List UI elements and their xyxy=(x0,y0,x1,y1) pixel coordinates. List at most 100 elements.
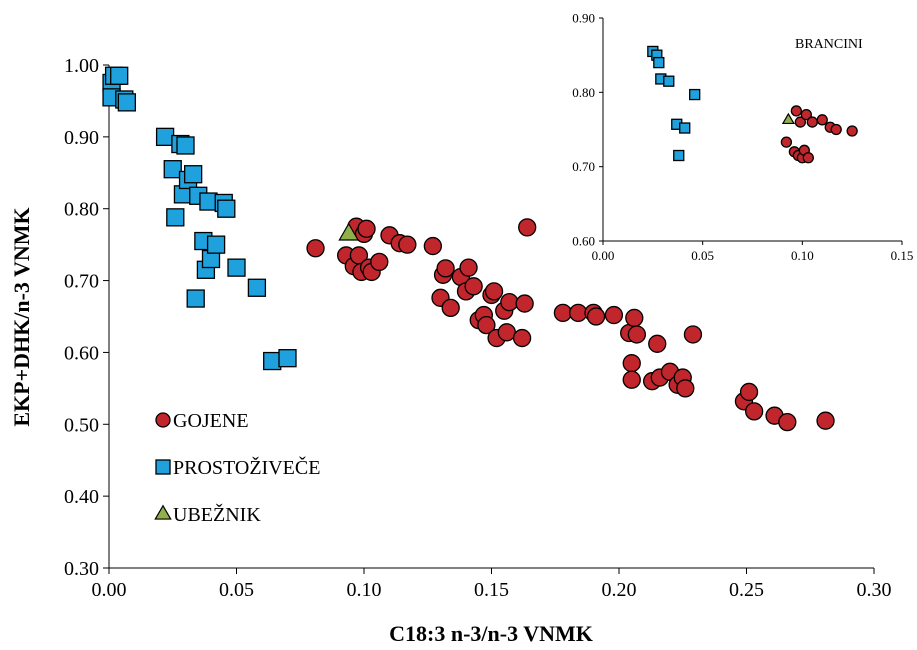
legend: GOJENE PROSTOŽIVEČE UBEŽNIK xyxy=(154,410,320,526)
data-point xyxy=(778,412,797,432)
y-tick-label: 0.60 xyxy=(64,342,99,364)
x-tick-label: 0.20 xyxy=(602,579,637,601)
inset-data-point xyxy=(800,108,812,121)
data-point xyxy=(739,382,759,402)
data-point xyxy=(604,305,624,325)
data-point xyxy=(622,354,641,373)
data-point xyxy=(370,252,389,272)
data-point xyxy=(512,328,532,348)
legend-label: PROSTOŽIVEČE xyxy=(173,455,320,479)
data-point xyxy=(183,165,203,184)
inset-plot: 0.00 0.05 0.10 0.15 0.60 0.70 0.80 0.90 BRANCINI xyxy=(572,11,913,263)
inset-x-tick-label: 0.15 xyxy=(891,248,914,263)
data-point xyxy=(436,259,455,278)
x-tick-label: 0.25 xyxy=(729,579,764,601)
inset-data-point xyxy=(673,149,685,162)
inset-data-point xyxy=(846,125,858,137)
x-axis-label: C18:3 n-3/n-3 VNMK xyxy=(389,621,593,646)
data-point xyxy=(816,411,835,430)
data-point xyxy=(625,308,644,328)
inset-x-tick-label: 0.10 xyxy=(791,248,814,263)
y-tick-label: 0.90 xyxy=(64,127,99,149)
y-tick-label: 0.30 xyxy=(64,558,99,580)
x-tick-label: 0.30 xyxy=(857,579,892,601)
inset-y-tick-label: 0.90 xyxy=(572,11,595,26)
data-point xyxy=(648,334,667,353)
inset-data-point xyxy=(816,114,828,126)
x-tick-label: 0.05 xyxy=(219,579,254,601)
data-point xyxy=(227,258,246,277)
inset-data-point xyxy=(830,123,842,136)
x-tick-label: 0.00 xyxy=(92,579,127,601)
data-point xyxy=(459,258,478,277)
inset-series-triangle xyxy=(781,112,795,125)
y-tick-label: 0.40 xyxy=(64,486,99,508)
y-tick-label: 0.80 xyxy=(64,199,99,221)
data-point xyxy=(586,307,606,326)
inset-data-point xyxy=(781,112,795,125)
data-point xyxy=(176,136,195,155)
legend-label: GOJENE xyxy=(173,410,249,432)
inset-y-tick-label: 0.70 xyxy=(572,159,595,174)
inset-data-point xyxy=(806,116,818,128)
data-point xyxy=(683,325,703,344)
inset-title: BRANCINI xyxy=(795,37,863,52)
legend-marker-triangle xyxy=(154,504,172,520)
y-tick-label: 0.70 xyxy=(64,271,99,293)
data-point xyxy=(166,208,185,227)
data-point xyxy=(206,235,226,254)
data-point xyxy=(155,127,175,147)
inset-x-tick-label: 0.00 xyxy=(592,248,615,263)
inset-y-tick-label: 0.60 xyxy=(572,234,595,249)
inset-x-tick-label: 0.05 xyxy=(691,248,714,263)
y-tick-label: 1.00 xyxy=(64,55,99,77)
inset-data-point xyxy=(689,88,701,101)
data-point xyxy=(199,192,218,211)
series-gojene xyxy=(306,217,835,432)
inset-data-point xyxy=(780,136,793,148)
data-point xyxy=(622,370,641,389)
data-point xyxy=(186,289,205,308)
data-point xyxy=(745,402,764,421)
data-point xyxy=(217,199,236,218)
inset-data-point xyxy=(790,105,803,117)
data-point xyxy=(484,282,504,301)
data-point xyxy=(247,278,267,297)
data-point xyxy=(553,303,573,323)
data-point xyxy=(515,294,534,313)
main-plot: 0.00 0.05 0.10 0.15 0.20 0.25 0.30 0.30 0.40 0.50… xyxy=(9,55,892,646)
inset-series-square xyxy=(647,45,701,162)
inset-data-point xyxy=(802,152,814,164)
data-point xyxy=(306,239,325,258)
legend-label: UBEŽNIK xyxy=(173,503,261,526)
inset-series-circle xyxy=(780,105,858,164)
data-point xyxy=(398,235,417,254)
data-point xyxy=(163,160,182,179)
series-ubežnik xyxy=(338,222,360,241)
data-point xyxy=(464,277,483,296)
data-point xyxy=(569,303,588,323)
inset-data-point xyxy=(653,56,665,69)
legend-marker-circle xyxy=(155,412,171,428)
x-tick-label: 0.15 xyxy=(474,579,509,601)
data-point xyxy=(117,93,136,112)
data-point xyxy=(423,236,443,256)
data-point xyxy=(357,219,376,238)
data-point xyxy=(676,379,695,398)
y-tick-label: 0.50 xyxy=(64,414,99,436)
data-point xyxy=(441,298,460,318)
series-prostoživeče xyxy=(102,66,297,371)
data-point xyxy=(500,292,519,312)
data-point xyxy=(278,349,297,368)
data-point xyxy=(627,325,646,344)
inset-y-tick-label: 0.80 xyxy=(572,85,595,100)
data-point xyxy=(477,315,496,335)
inset-data-point xyxy=(679,122,691,134)
data-point xyxy=(518,218,537,237)
data-point xyxy=(263,351,282,371)
x-tick-label: 0.10 xyxy=(347,579,382,601)
inset-data-point xyxy=(794,116,806,128)
legend-marker-square xyxy=(155,459,171,475)
inset-data-point xyxy=(663,75,675,87)
